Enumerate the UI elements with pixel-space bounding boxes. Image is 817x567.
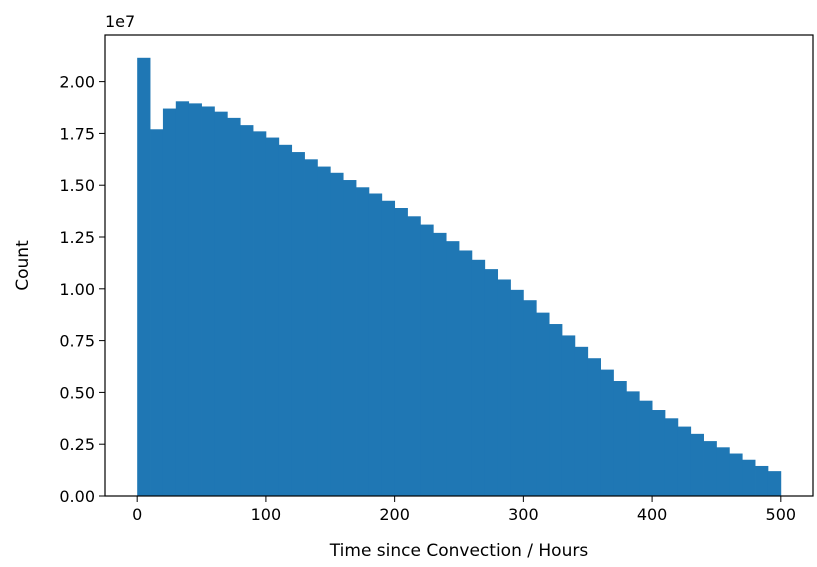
histogram-bar bbox=[137, 58, 150, 496]
y-tick-label: 1.25 bbox=[59, 228, 95, 247]
histogram-bar bbox=[279, 145, 292, 496]
histogram-bar bbox=[639, 401, 652, 496]
bars-group bbox=[137, 58, 781, 496]
x-axis: 0 100 200 300 400 500 bbox=[132, 496, 796, 524]
histogram-bar bbox=[408, 216, 421, 496]
histogram-bar bbox=[163, 109, 176, 496]
histogram-bar bbox=[176, 101, 189, 496]
y-tick-label: 0.00 bbox=[59, 487, 95, 506]
histogram-bar bbox=[214, 112, 227, 496]
y-axis: 0.00 0.25 0.50 0.75 1.00 1.25 1.50 1.75 2.00 bbox=[59, 73, 105, 506]
histogram-bar bbox=[626, 391, 639, 496]
histogram-bar bbox=[253, 131, 266, 496]
histogram-bar bbox=[601, 370, 614, 496]
x-axis-label: Time since Convection / Hours bbox=[329, 541, 589, 561]
histogram-bar bbox=[652, 410, 665, 496]
y-tick-label: 1.50 bbox=[59, 176, 95, 195]
histogram-bar bbox=[704, 441, 717, 496]
histogram-bar bbox=[369, 194, 382, 496]
histogram-bar bbox=[768, 471, 781, 496]
histogram-bar bbox=[202, 106, 215, 496]
x-tick-label: 0 bbox=[132, 505, 142, 524]
histogram-bar bbox=[420, 225, 433, 496]
histogram-bar bbox=[305, 159, 318, 496]
y-axis-label: Count bbox=[13, 240, 33, 291]
histogram-bar bbox=[562, 335, 575, 496]
histogram-bar bbox=[665, 418, 678, 496]
histogram-bar bbox=[330, 173, 343, 496]
histogram-bar bbox=[433, 233, 446, 496]
y-tick-label: 0.75 bbox=[59, 332, 95, 351]
x-tick-label: 400 bbox=[637, 505, 668, 524]
histogram-bar bbox=[446, 241, 459, 496]
y-tick-label: 2.00 bbox=[59, 73, 95, 92]
histogram-bar bbox=[510, 290, 523, 496]
histogram-bar bbox=[472, 260, 485, 496]
histogram-bar bbox=[189, 103, 202, 496]
histogram-bar bbox=[729, 454, 742, 496]
histogram-bar bbox=[356, 187, 369, 496]
histogram-bar bbox=[485, 269, 498, 496]
histogram-bar bbox=[292, 152, 305, 496]
histogram-bar bbox=[523, 300, 536, 496]
x-tick-label: 500 bbox=[766, 505, 797, 524]
histogram-bar bbox=[343, 180, 356, 496]
x-tick-label: 300 bbox=[508, 505, 539, 524]
y-tick-label: 1.75 bbox=[59, 124, 95, 143]
y-tick-label: 1.00 bbox=[59, 280, 95, 299]
histogram-bar bbox=[240, 125, 253, 496]
histogram-bar bbox=[395, 208, 408, 496]
y-offset-label: 1e7 bbox=[105, 12, 135, 31]
histogram-bar bbox=[613, 381, 626, 496]
histogram-bar bbox=[588, 358, 601, 496]
histogram-bar bbox=[227, 118, 240, 496]
x-tick-label: 100 bbox=[251, 505, 282, 524]
histogram-bar bbox=[536, 313, 549, 496]
histogram-bar bbox=[317, 167, 330, 496]
histogram-bar bbox=[498, 279, 511, 496]
y-tick-label: 0.50 bbox=[59, 383, 95, 402]
histogram-bar bbox=[382, 201, 395, 496]
y-tick-label: 0.25 bbox=[59, 435, 95, 454]
histogram-bar bbox=[150, 129, 163, 496]
histogram-bar bbox=[755, 466, 768, 496]
histogram-bar bbox=[742, 460, 755, 496]
histogram-bar bbox=[575, 347, 588, 496]
histogram-bar bbox=[266, 138, 279, 496]
histogram-bar bbox=[716, 447, 729, 496]
histogram-bar bbox=[459, 250, 472, 496]
x-tick-label: 200 bbox=[379, 505, 410, 524]
histogram-bar bbox=[549, 324, 562, 496]
histogram-bar bbox=[678, 427, 691, 496]
histogram-bar bbox=[691, 434, 704, 496]
